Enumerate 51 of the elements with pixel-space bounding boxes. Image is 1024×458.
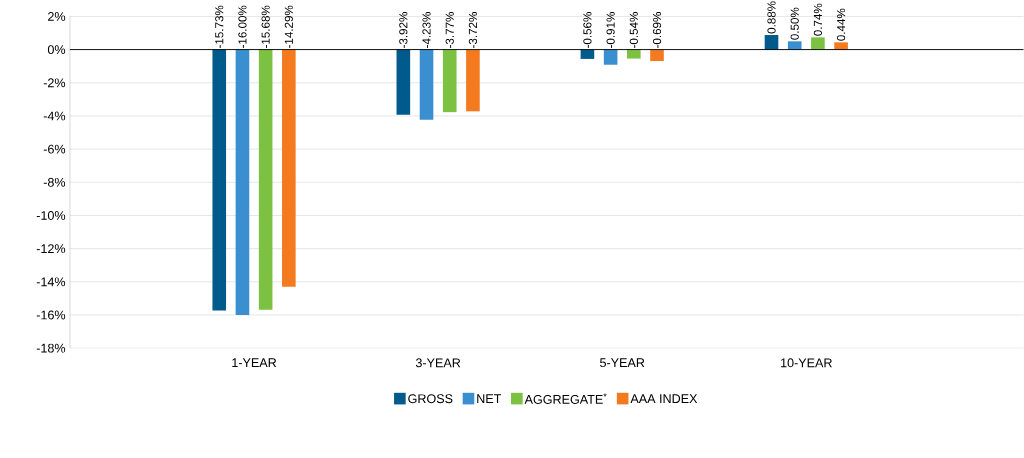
y-tick-label: -12% [36,244,66,254]
bar [764,35,779,50]
y-tick-label: -4% [43,111,66,121]
bar [627,49,641,59]
y-tick-label: 0% [47,45,66,55]
legend-label: AGGREGATE$^{*}$ [524,393,607,405]
data-label: -3.77% [445,12,454,49]
data-label: 0.44% [836,8,846,41]
data-label: -4.23% [422,12,431,49]
bar [442,49,457,113]
data-label: 0.50% [790,7,799,40]
x-tick-label: 3-YEAR [415,358,461,368]
bar [650,49,664,62]
legend-label: AAA INDEX [630,394,698,404]
data-label: 0.88% [767,1,776,34]
data-label: -0.56% [583,12,592,49]
data-label: 0.74% [813,3,822,36]
bar [419,49,434,120]
data-label: -3.72% [468,12,478,49]
bar [282,49,296,287]
data-label: -16.00% [238,5,247,49]
data-label: -15.73% [215,5,224,49]
legend-label: NET [477,394,502,404]
x-tick-label: 10-YEAR [781,358,832,368]
bar [396,49,411,115]
legend-label: GROSS [408,394,453,404]
y-tick-label: -14% [36,277,66,287]
bar [811,37,825,50]
data-label: -3.92% [399,12,408,49]
bar [834,42,848,50]
data-label: -0.54% [629,12,638,49]
data-label: -15.68% [261,5,270,49]
bar [212,49,227,311]
y-tick-label: -16% [36,310,66,320]
y-tick-label: -6% [43,144,66,154]
bar [603,49,618,65]
x-tick-label: 1-YEAR [232,358,277,368]
y-tick-label: 2% [48,12,66,22]
bar [787,41,802,50]
x-tick-label: 5-YEAR [600,358,645,368]
y-tick-label: -10% [36,211,66,221]
y-tick-label: -2% [43,78,66,88]
bar [235,49,250,316]
y-tick-label: -8% [43,178,66,187]
bar [258,49,273,310]
y-tick-label: -18% [36,343,66,353]
data-label: -14.29% [284,5,293,49]
bar [580,49,595,60]
bar [466,49,480,112]
data-label: -0.69% [652,12,662,49]
data-label: -0.91% [606,12,615,49]
